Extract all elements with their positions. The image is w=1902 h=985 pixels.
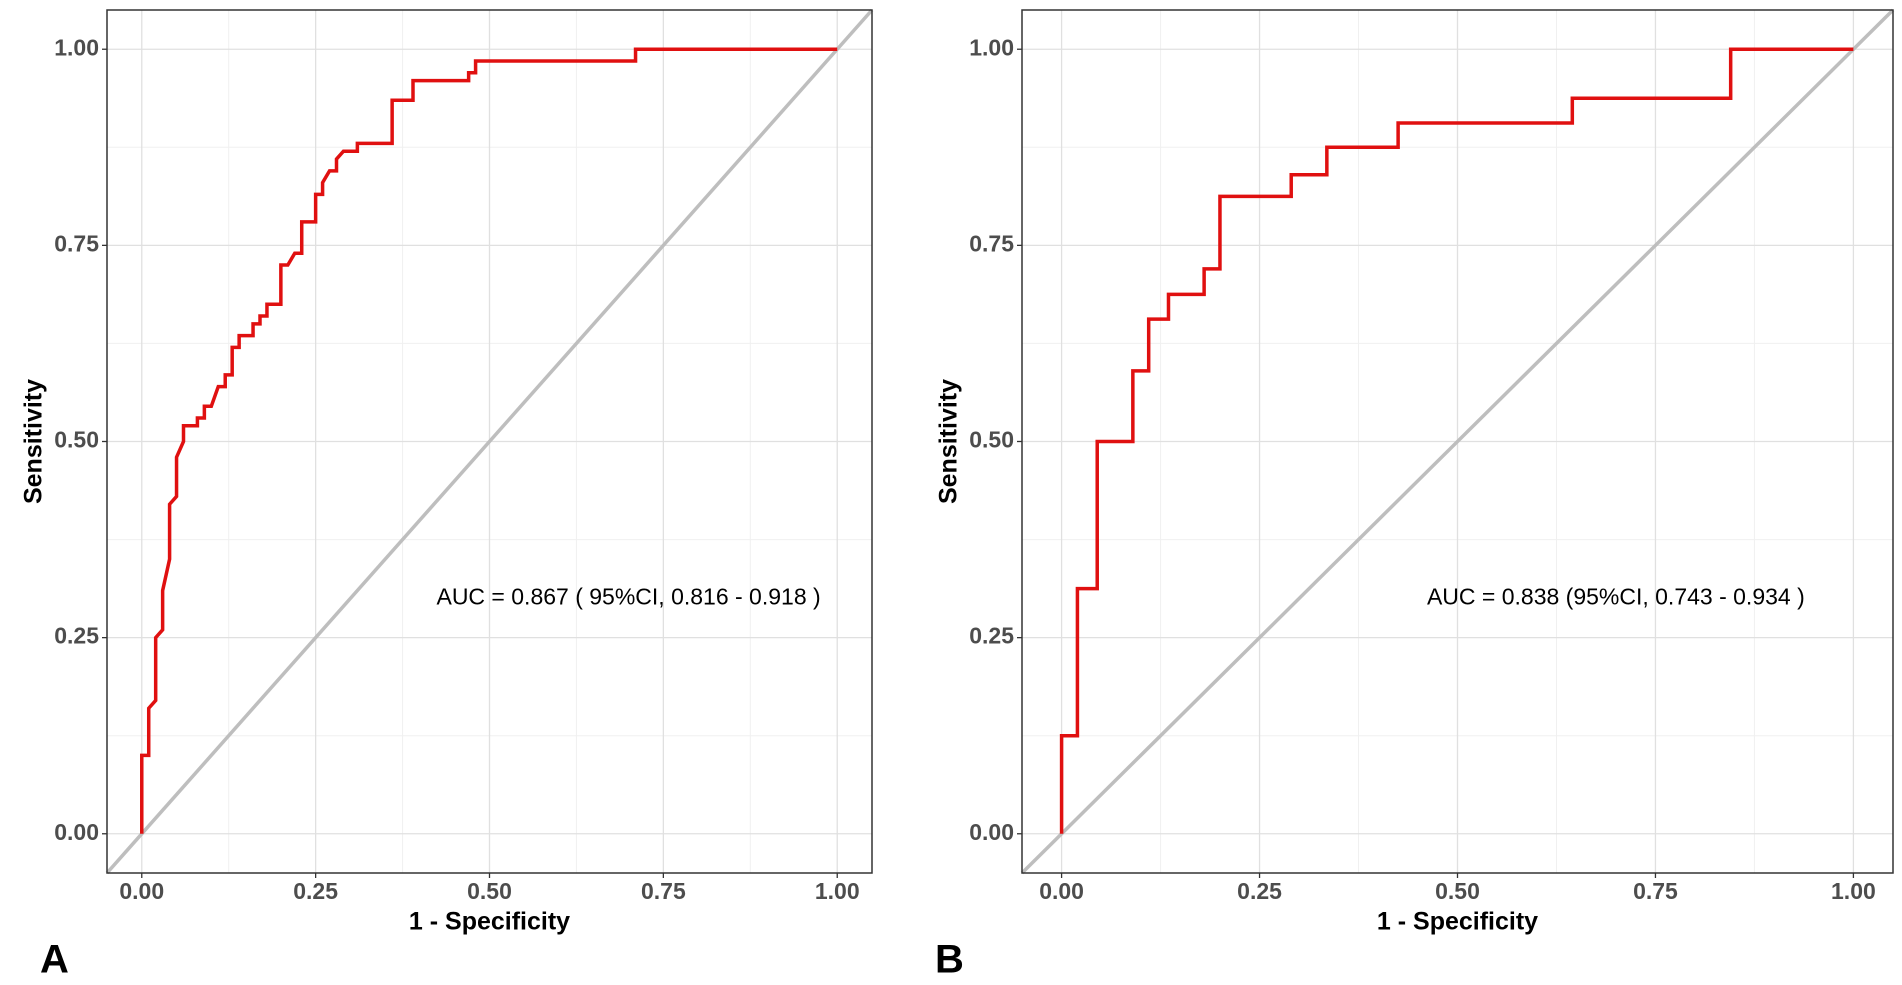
x-tick-label: 1.00: [815, 878, 860, 904]
y-tick-label: 0.75: [54, 230, 99, 256]
panel-label: A: [40, 938, 69, 982]
x-tick-label: 0.00: [119, 878, 164, 904]
y-tick-label: 1.00: [969, 34, 1014, 60]
y-tick-label: 0.50: [54, 427, 99, 453]
panel-border: [1021, 9, 1894, 874]
y-tick-label: 0.00: [54, 819, 99, 845]
x-tick-label: 0.50: [467, 878, 512, 904]
annotation: AUC = 0.838 (95%CI, 0.743 - 0.934 ): [1427, 583, 1805, 609]
y-axis-title: Sensitivity: [935, 379, 963, 504]
y-tick-label: 0.50: [969, 427, 1014, 453]
x-tick-label: 0.25: [1237, 878, 1282, 904]
y-tick-label: 0.25: [54, 623, 99, 649]
reference-line: [105, 8, 874, 875]
panel-border: [106, 9, 873, 874]
x-tick-label: 1.00: [1831, 878, 1876, 904]
x-tick-label: 0.50: [1435, 878, 1480, 904]
panel-label: B: [935, 938, 964, 982]
reference-line: [1020, 8, 1895, 875]
y-tick-label: 0.25: [969, 623, 1014, 649]
annotation: AUC = 0.867 ( 95%CI, 0.816 - 0.918 ): [436, 583, 820, 609]
x-tick-label: 0.75: [641, 878, 686, 904]
roc-curve: [1059, 47, 1854, 834]
x-tick-label: 0.00: [1039, 878, 1084, 904]
x-axis-title: 1 - Specificity: [409, 908, 570, 936]
y-axis-title: Sensitivity: [20, 379, 48, 504]
y-tick-label: 0.75: [969, 230, 1014, 256]
x-tick-label: 0.75: [1633, 878, 1678, 904]
x-tick-label: 0.25: [293, 878, 338, 904]
y-tick-label: 1.00: [54, 34, 99, 60]
x-axis-title: 1 - Specificity: [1377, 908, 1538, 936]
y-tick-label: 0.00: [969, 819, 1014, 845]
roc-curve: [140, 47, 838, 834]
